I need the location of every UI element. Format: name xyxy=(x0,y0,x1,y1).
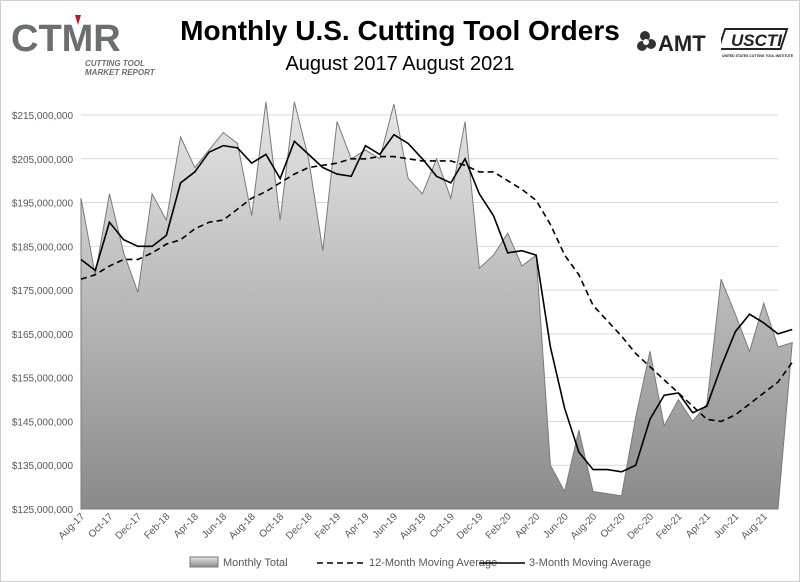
x-tick-label: Jun-18 xyxy=(200,511,230,541)
usctc-logo: USCTI UNITED STATES CUTTING TOOL INSTITU… xyxy=(717,23,795,65)
x-tick-label: Dec-18 xyxy=(284,511,315,542)
x-tick-label: Feb-20 xyxy=(484,511,514,541)
amt-logo-mark xyxy=(637,31,656,51)
ctmr-logo-sub2: MARKET REPORT xyxy=(85,68,156,77)
x-tick-label: Aug-18 xyxy=(227,511,258,542)
amt-logo: AMT xyxy=(637,27,717,57)
x-tick-label: Aug-19 xyxy=(398,511,429,542)
ctmr-logo: CTMR CUTTING TOOL MARKET REPORT xyxy=(11,11,161,81)
ctmr-logo-sub1: CUTTING TOOL xyxy=(85,59,145,68)
ctmr-logo-accent xyxy=(75,15,81,25)
x-tick-label: Aug-20 xyxy=(569,511,600,542)
y-tick-label: $205,000,000 xyxy=(12,155,74,166)
x-tick-label: Feb-19 xyxy=(313,511,343,541)
x-tick-label: Oct-17 xyxy=(87,511,116,540)
y-tick-label: $145,000,000 xyxy=(12,417,74,428)
usctc-logo-box xyxy=(717,28,789,50)
y-tick-label: $185,000,000 xyxy=(12,242,74,253)
y-axis-labels: $125,000,000 $135,000,000 $145,000,000 $155… xyxy=(12,111,74,516)
chart-subtitle: August 2017 August 2021 xyxy=(285,53,515,75)
x-tick-label: Apr-19 xyxy=(343,511,372,540)
series-3-month-moving-average xyxy=(80,133,793,473)
legend-swatch-monthly-total xyxy=(189,556,219,568)
x-tick-label: Oct-18 xyxy=(257,511,286,540)
x-tick-label: Dec-17 xyxy=(113,511,144,542)
series-monthly-total-area xyxy=(80,101,793,510)
x-tick-label: Apr-20 xyxy=(513,511,542,540)
ctmr-logo-graphic: CTMR CUTTING TOOL MARKET REPORT xyxy=(11,15,156,77)
amt-logo-text: AMT xyxy=(658,31,706,56)
usctc-logo-sub: UNITED STATES CUTTING TOOL INSTITUTE xyxy=(722,54,794,58)
y-tick-label: $175,000,000 xyxy=(12,286,74,297)
x-tick-label: Jun-20 xyxy=(541,511,571,541)
x-tick-label: Dec-20 xyxy=(626,511,657,542)
y-tick-label: $195,000,000 xyxy=(12,199,74,210)
x-tick-label: Apr-18 xyxy=(172,511,201,540)
x-tick-label: Dec-19 xyxy=(455,511,486,542)
x-tick-label: Apr-21 xyxy=(684,511,713,540)
y-tick-label: $215,000,000 xyxy=(12,111,74,122)
x-tick-label: Jun-21 xyxy=(712,511,742,541)
legend-label-3-month: 3-Month Moving Average xyxy=(529,557,651,569)
y-tick-label: $165,000,000 xyxy=(12,330,74,341)
x-tick-label: Aug-21 xyxy=(739,511,770,542)
plot-area xyxy=(80,101,793,510)
legend-label-12-month: 12-Month Moving Average xyxy=(369,557,497,569)
legend-label-monthly-total: Monthly Total xyxy=(223,557,288,569)
x-tick-label: Oct-19 xyxy=(428,511,457,540)
chart-title: Monthly U.S. Cutting Tool Orders xyxy=(180,15,620,46)
amt-logo-graphic: AMT xyxy=(637,31,706,56)
y-tick-label: $155,000,000 xyxy=(12,374,74,385)
x-tick-label: Jun-19 xyxy=(371,511,401,541)
x-tick-label: Feb-21 xyxy=(654,511,684,541)
y-tick-label: $135,000,000 xyxy=(12,461,74,472)
x-tick-label: Oct-20 xyxy=(599,511,628,540)
legend: Monthly Total 12-Month Moving Average 3-Mo… xyxy=(189,556,651,569)
usctc-logo-text: USCTI xyxy=(731,31,783,50)
series-12-month-moving-average xyxy=(80,155,793,423)
ctmr-logo-text: CTMR xyxy=(11,18,121,60)
y-tick-label: $125,000,000 xyxy=(12,505,74,516)
usctc-logo-graphic: USCTI UNITED STATES CUTTING TOOL INSTITU… xyxy=(717,28,794,58)
x-tick-label: Feb-18 xyxy=(142,511,172,541)
